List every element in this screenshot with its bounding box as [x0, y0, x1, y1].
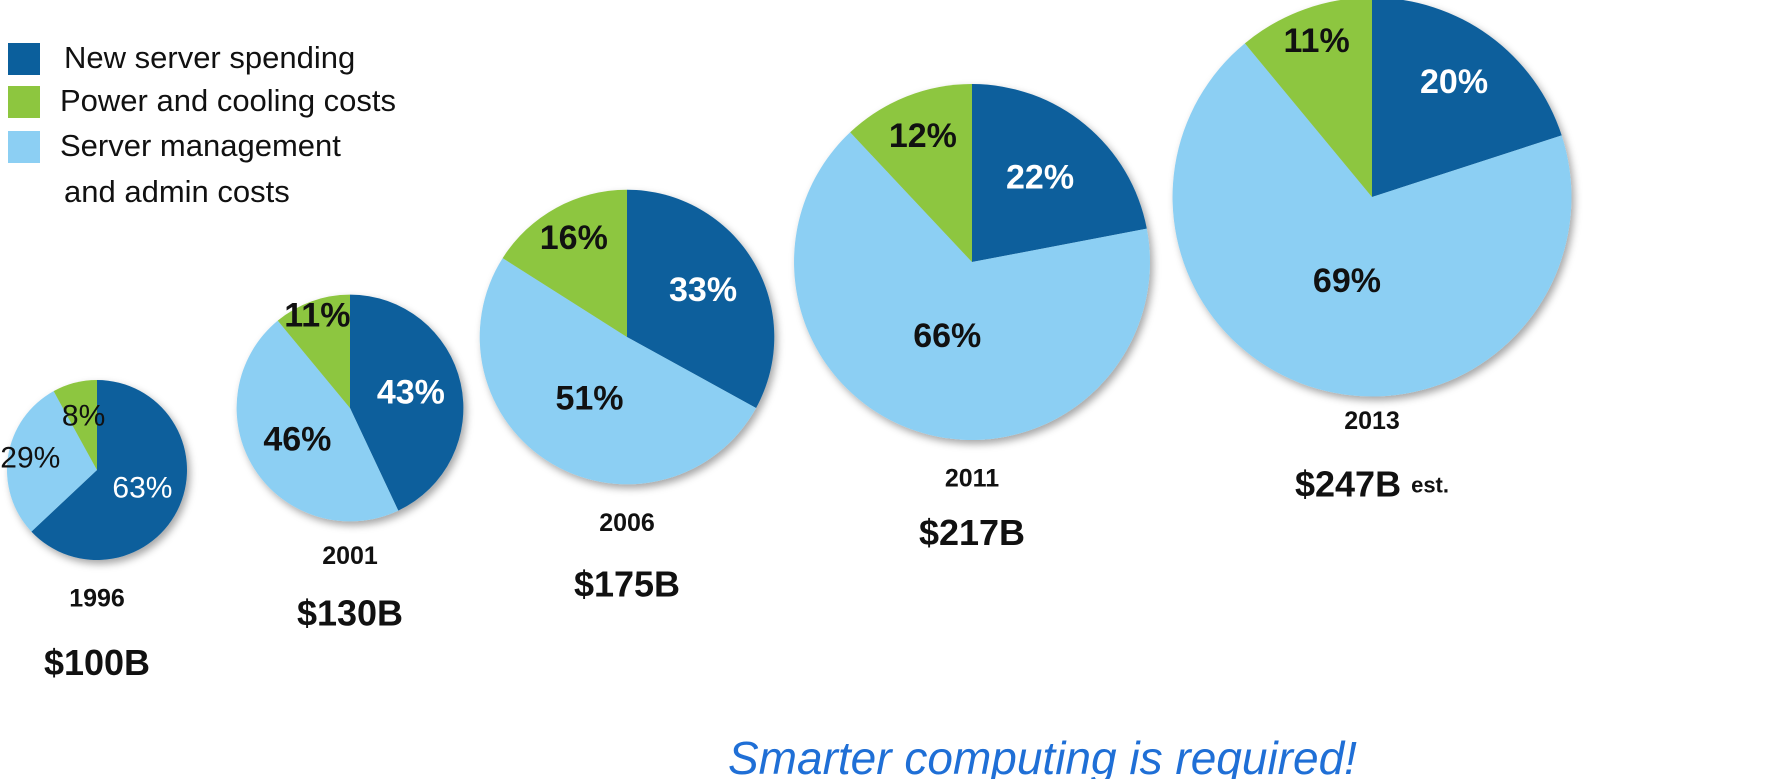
- annotation: Smarter computing is required!: [728, 732, 1357, 779]
- pie-year: 2001: [322, 542, 378, 570]
- data-label: 63%: [112, 472, 172, 505]
- pie-slice: [794, 132, 1150, 440]
- pie: [6, 380, 187, 560]
- legend-swatch: [8, 86, 40, 118]
- pie-slice: [53, 380, 97, 470]
- pie-total: $217B: [919, 511, 1025, 552]
- pie-slice: [31, 380, 187, 560]
- data-label: 51%: [555, 379, 623, 417]
- data-label: 11%: [284, 296, 350, 334]
- pie-slice: [850, 84, 972, 262]
- data-label: 66%: [913, 317, 981, 355]
- pie-slice: [1172, 43, 1572, 397]
- pie-slice: [627, 189, 775, 408]
- pie-year: 2011: [945, 465, 999, 493]
- pie: [1172, 0, 1572, 397]
- pie-year: 2013: [1344, 407, 1400, 435]
- pie-slice: [1372, 0, 1562, 197]
- legend-label: Power and cooling costs: [60, 83, 396, 118]
- pie-year: 2006: [599, 509, 655, 537]
- pie-total: $100B: [44, 642, 150, 683]
- pie-total-label: $175B: [574, 563, 680, 604]
- pie: [794, 84, 1150, 440]
- pie-total-label: $130B: [297, 592, 403, 633]
- data-label: 29%: [0, 441, 60, 474]
- legend-label-line: Server management: [60, 128, 341, 163]
- data-label: 11%: [1284, 22, 1350, 60]
- data-label: 8%: [62, 400, 105, 433]
- data-label: 12%: [889, 117, 957, 155]
- pie-total-label: $217B: [919, 511, 1025, 552]
- legend-label-line: and admin costs: [64, 174, 290, 209]
- legend-label: New server spending: [64, 40, 355, 75]
- pie-total-note: est.: [1411, 472, 1449, 497]
- pie-slice: [502, 189, 627, 337]
- pie-total: $175B: [574, 563, 680, 604]
- data-label: 46%: [263, 420, 331, 458]
- pie-slice: [236, 320, 399, 522]
- pie: [479, 189, 775, 485]
- pie-slice: [277, 294, 350, 408]
- data-label: 33%: [669, 271, 737, 309]
- legend-swatch: [8, 131, 40, 163]
- pie-total-label: $247B: [1295, 463, 1401, 504]
- data-label: 16%: [540, 219, 608, 257]
- pie-total: $130B: [297, 592, 403, 633]
- pie-total: $247B est.: [1295, 463, 1449, 504]
- pie-slice: [479, 258, 757, 485]
- legend-swatch: [8, 43, 40, 75]
- pie: [236, 294, 464, 522]
- pie-year: 1996: [69, 585, 125, 613]
- data-label: 43%: [377, 373, 445, 411]
- legend-label: Server management and admin costs: [60, 128, 341, 209]
- data-label: 22%: [1006, 159, 1074, 197]
- data-label: 20%: [1420, 63, 1488, 101]
- pie-slice: [6, 391, 98, 532]
- data-label: 69%: [1313, 262, 1381, 300]
- pie-total-label: $100B: [44, 642, 150, 683]
- pie-slice: [1244, 0, 1372, 197]
- pie-slice: [972, 84, 1147, 262]
- pie-slice: [350, 294, 464, 511]
